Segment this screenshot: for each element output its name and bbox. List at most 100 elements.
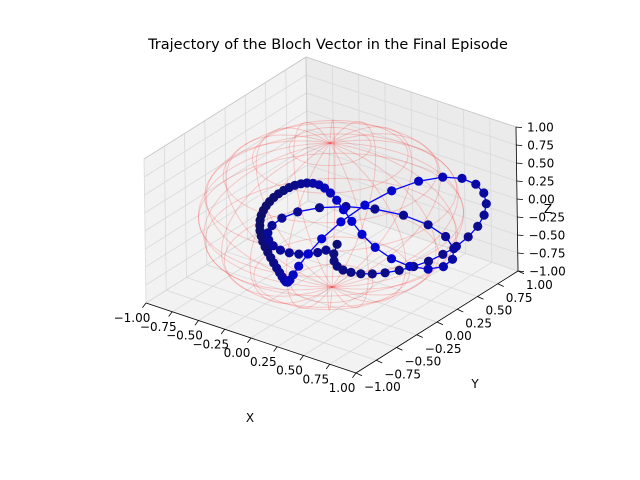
sphere-parallel — [222, 122, 439, 224]
z-tick-label: −0.25 — [528, 211, 565, 225]
trajectory-point — [336, 217, 346, 227]
x-tick-label: 1.00 — [329, 381, 356, 395]
y-tick-label: −1.00 — [364, 380, 401, 394]
x-tick-label: −1.00 — [114, 311, 151, 325]
trajectory-point — [423, 220, 433, 230]
sphere-parallel — [251, 119, 409, 194]
sphere-meridian — [205, 140, 333, 288]
trajectory-point — [386, 254, 397, 264]
y-tick-label: −0.75 — [384, 367, 421, 381]
z-tick-label: −0.50 — [529, 229, 566, 243]
trajectory-point — [449, 244, 459, 254]
trajectory-point — [268, 241, 278, 251]
sphere-parallel — [223, 206, 440, 308]
trajectory-point — [370, 204, 380, 214]
axis-ticks: −1.00−0.75−0.50−0.250.000.250.500.751.00… — [114, 121, 566, 396]
tick-mark — [477, 296, 484, 300]
tick-mark — [515, 126, 523, 128]
trajectory-point — [473, 221, 483, 231]
x-tick-label: −0.25 — [192, 337, 229, 351]
trajectory-point — [457, 173, 467, 183]
trajectory-point — [423, 256, 434, 266]
x-tick-label: 0.50 — [276, 364, 303, 378]
trajectory-point — [329, 249, 339, 259]
trajectory-point — [471, 179, 481, 189]
trajectory-point — [288, 270, 298, 280]
sphere-meridian — [249, 142, 333, 304]
tick-mark — [376, 359, 383, 364]
trajectory-point — [338, 265, 348, 275]
tick-mark — [516, 180, 523, 182]
trajectory-point — [321, 245, 331, 255]
tick-mark — [142, 302, 147, 309]
tick-mark — [352, 372, 357, 379]
y-axis-label: Y — [470, 377, 479, 391]
trajectory-point — [277, 213, 287, 223]
sphere-meridian — [220, 142, 333, 297]
trajectory-point — [294, 261, 304, 271]
trajectory-point — [332, 195, 342, 205]
trajectory-point — [313, 247, 323, 258]
trajectory-point — [338, 205, 349, 215]
trajectory-point — [438, 262, 448, 272]
z-tick-label: 0.50 — [528, 157, 555, 171]
sphere-meridian — [225, 134, 333, 288]
trajectory-point — [360, 200, 370, 210]
sphere-meridian — [329, 126, 413, 288]
trajectory-point — [405, 261, 415, 271]
tick-mark — [497, 283, 504, 287]
sphere-meridian — [329, 121, 377, 288]
trajectory-point — [346, 267, 356, 277]
tick-mark — [436, 321, 444, 326]
trajectory-point — [317, 234, 327, 244]
z-tick-label: −1.00 — [529, 265, 566, 279]
trajectory-point — [293, 207, 303, 217]
trajectory-point — [387, 186, 397, 196]
x-tick-label: 0.25 — [250, 355, 277, 369]
trajectory-point — [367, 269, 377, 279]
z-axis-label: Z — [544, 202, 552, 216]
sphere-meridian — [329, 139, 459, 288]
trajectory-point — [479, 210, 489, 220]
trajectory-point — [347, 216, 357, 226]
z-tick-label: 0.75 — [527, 139, 554, 153]
trajectory-point — [447, 254, 458, 264]
trajectory-point — [398, 210, 409, 220]
trajectory-point — [303, 249, 313, 259]
z-tick-label: 0.00 — [528, 193, 555, 207]
tick-mark — [516, 144, 523, 146]
sphere-meridian — [329, 142, 437, 296]
tick-mark — [325, 364, 331, 370]
trajectory-point — [284, 248, 294, 258]
y-tick-label: 1.00 — [526, 278, 553, 292]
tick-mark — [299, 355, 304, 361]
x-tick-label: 0.00 — [224, 346, 251, 360]
x-tick-label: 0.75 — [302, 372, 329, 386]
sphere-parallel — [288, 126, 372, 167]
tick-mark — [457, 308, 464, 313]
sphere-parallel — [204, 177, 458, 297]
trajectory-point — [438, 172, 448, 182]
pane-back-edge — [305, 56, 309, 202]
trajectory-point — [438, 249, 448, 259]
trajectory-point — [263, 228, 273, 238]
trajectory-point — [357, 229, 367, 239]
x-axis-label: X — [246, 411, 254, 425]
chart-title: Trajectory of the Bloch Vector in the Fi… — [147, 37, 508, 53]
trajectory-point — [481, 199, 491, 209]
trajectory-point — [356, 269, 366, 279]
trajectory-points — [255, 172, 491, 287]
tick-mark — [517, 216, 524, 218]
trajectory-point — [332, 239, 342, 249]
z-tick-label: 1.00 — [527, 121, 554, 135]
tick-mark — [516, 162, 523, 164]
tick-mark — [247, 337, 252, 344]
sphere-meridian — [203, 142, 333, 291]
x-tick-label: −0.75 — [140, 320, 177, 334]
tick-mark — [220, 329, 226, 335]
trajectory-point — [394, 265, 404, 275]
tick-mark — [517, 252, 524, 254]
y-tick-label: 0.25 — [465, 316, 492, 330]
y-tick-label: 0.50 — [486, 304, 513, 318]
